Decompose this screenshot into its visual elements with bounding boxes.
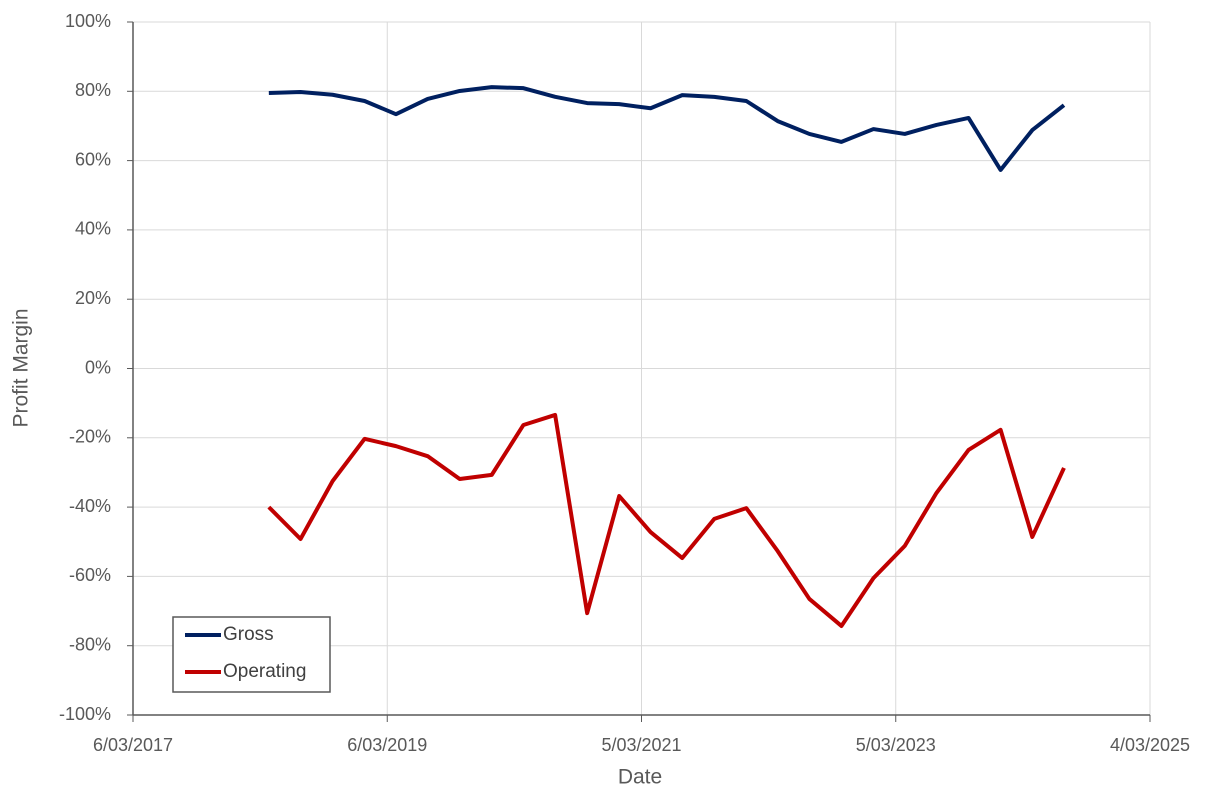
y-tick-label: -20% — [69, 427, 111, 447]
y-tick-label: 80% — [75, 80, 111, 100]
legend-box — [172, 616, 331, 693]
series-line — [267, 412, 1066, 628]
y-tick-label: 20% — [75, 288, 111, 308]
y-axis-title: Profit Margin — [10, 308, 33, 427]
x-axis-title: Date — [618, 766, 662, 789]
y-tick-label: -60% — [69, 565, 111, 585]
y-tick-label: 100% — [65, 11, 111, 31]
legend-label: Gross — [223, 624, 274, 645]
legend: Gross Operating — [172, 616, 331, 693]
series-line — [268, 85, 1066, 172]
x-tick-label: 6/03/2017 — [93, 735, 173, 755]
x-tick-label: 4/03/2025 — [1110, 735, 1190, 755]
x-tick-label: 6/03/2019 — [347, 735, 427, 755]
y-tick-label: -100% — [59, 704, 111, 724]
y-tick-label: 60% — [75, 149, 111, 169]
y-tick-label: -80% — [69, 634, 111, 654]
y-tick-label: -40% — [69, 496, 111, 516]
x-tick-label: 5/03/2021 — [601, 735, 681, 755]
x-tick-label: 5/03/2023 — [856, 735, 936, 755]
legend-label: Operating — [223, 661, 306, 682]
y-tick-label: 0% — [85, 357, 111, 377]
y-tick-label: 40% — [75, 219, 111, 239]
